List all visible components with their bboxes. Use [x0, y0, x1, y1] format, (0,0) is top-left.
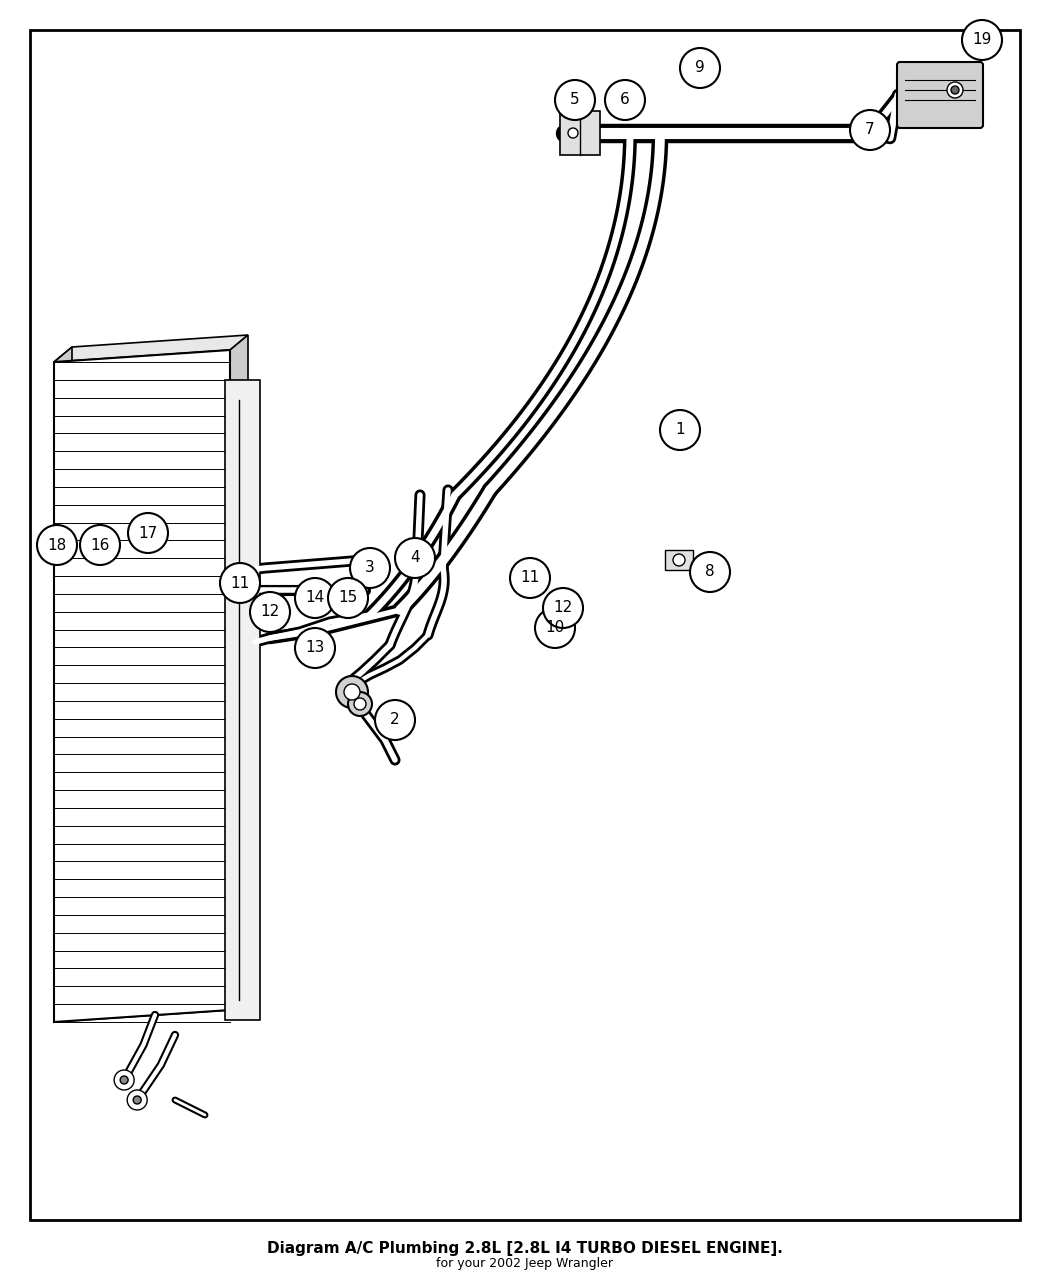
Circle shape	[962, 20, 1002, 60]
Circle shape	[525, 575, 536, 585]
Circle shape	[395, 538, 435, 578]
Text: 4: 4	[411, 551, 420, 566]
Text: 16: 16	[90, 538, 109, 552]
Circle shape	[543, 588, 583, 629]
Text: for your 2002 Jeep Wrangler: for your 2002 Jeep Wrangler	[437, 1256, 613, 1270]
Polygon shape	[54, 347, 72, 1023]
Text: 9: 9	[695, 60, 705, 75]
Circle shape	[951, 85, 959, 94]
Text: 17: 17	[139, 525, 157, 541]
Text: 3: 3	[365, 561, 375, 575]
Bar	[516, 570, 544, 590]
Circle shape	[860, 122, 880, 143]
Circle shape	[510, 558, 550, 598]
Circle shape	[348, 692, 372, 717]
Circle shape	[568, 128, 578, 138]
FancyBboxPatch shape	[897, 62, 983, 128]
Circle shape	[328, 578, 368, 618]
Text: 7: 7	[865, 122, 875, 138]
Text: 8: 8	[706, 565, 715, 580]
Polygon shape	[54, 994, 248, 1023]
Polygon shape	[54, 351, 230, 1023]
Text: 2: 2	[391, 713, 400, 728]
Bar	[518, 572, 542, 588]
Circle shape	[80, 525, 120, 565]
Circle shape	[690, 552, 730, 592]
Text: 15: 15	[338, 590, 358, 606]
Circle shape	[660, 411, 700, 450]
Circle shape	[536, 608, 575, 648]
Bar	[560, 111, 600, 156]
Text: 12: 12	[553, 601, 572, 616]
Text: 6: 6	[621, 93, 630, 107]
Text: Diagram A/C Plumbing 2.8L [2.8L I4 TURBO DIESEL ENGINE].: Diagram A/C Plumbing 2.8L [2.8L I4 TURBO…	[267, 1241, 783, 1256]
Circle shape	[133, 1096, 141, 1104]
Text: 12: 12	[260, 604, 279, 620]
Text: 19: 19	[972, 32, 991, 47]
Text: 18: 18	[47, 538, 66, 552]
Text: 5: 5	[570, 93, 580, 107]
Circle shape	[556, 603, 567, 613]
Circle shape	[120, 1076, 128, 1084]
Text: 14: 14	[306, 590, 324, 606]
Circle shape	[128, 513, 168, 553]
Circle shape	[524, 574, 536, 586]
Circle shape	[127, 1090, 147, 1111]
Circle shape	[344, 683, 360, 700]
Circle shape	[220, 564, 260, 603]
Circle shape	[354, 697, 366, 710]
Circle shape	[375, 700, 415, 739]
Circle shape	[114, 1070, 134, 1090]
Text: 11: 11	[521, 570, 540, 585]
Circle shape	[556, 602, 568, 615]
Polygon shape	[230, 335, 248, 1010]
Circle shape	[250, 592, 290, 632]
Circle shape	[295, 629, 335, 668]
Circle shape	[850, 110, 890, 150]
Circle shape	[605, 80, 645, 120]
Circle shape	[947, 82, 963, 98]
Circle shape	[295, 578, 335, 618]
Bar	[550, 601, 574, 616]
Text: 13: 13	[306, 640, 324, 655]
Circle shape	[350, 548, 390, 588]
Text: 10: 10	[545, 621, 565, 635]
Circle shape	[37, 525, 77, 565]
Bar	[225, 380, 260, 1020]
Circle shape	[673, 555, 685, 566]
Circle shape	[680, 48, 720, 88]
Bar	[548, 598, 576, 618]
Text: 11: 11	[230, 575, 250, 590]
Polygon shape	[54, 335, 248, 362]
Circle shape	[336, 676, 367, 708]
Text: 1: 1	[675, 422, 685, 437]
Bar	[665, 550, 693, 570]
Circle shape	[555, 80, 595, 120]
